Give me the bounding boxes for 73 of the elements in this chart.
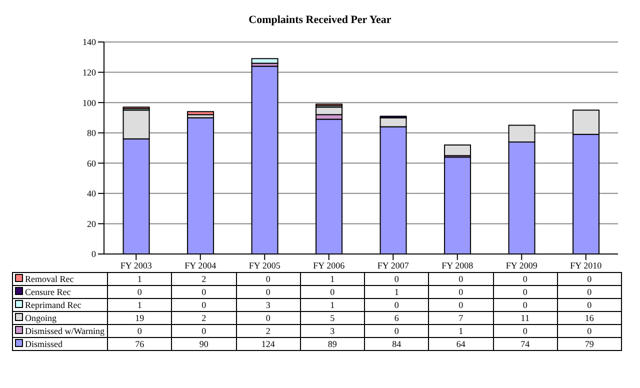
y-tick-label: 100 (82, 98, 96, 108)
data-label: 0 (236, 272, 300, 286)
data-label: 1 (364, 286, 429, 298)
legend-label: Removal Rec (12, 272, 108, 286)
data-label: 0 (428, 272, 493, 286)
chart-title: Complaints Received Per Year (248, 13, 392, 28)
data-label: 0 (364, 272, 429, 286)
y-tick-label: 140 (82, 37, 96, 48)
y-tick-label: 60 (87, 158, 96, 168)
x-tick-label: FY 2005 (248, 260, 281, 270)
legend-label: Dismissed (12, 338, 108, 350)
data-label: 74 (493, 338, 558, 350)
x-tick-label: FY 2004 (184, 260, 217, 270)
data-label: 0 (236, 286, 300, 298)
data-label: 0 (557, 324, 622, 338)
data-label: 0 (493, 286, 558, 298)
y-tick-label: 40 (87, 188, 96, 199)
legend-label: Dismissed w/Warning (12, 324, 108, 338)
data-label: 6 (364, 312, 429, 324)
legend-label: Reprimand Rec (12, 298, 108, 312)
data-label: 0 (493, 298, 558, 312)
y-tick-label: 20 (87, 218, 96, 229)
data-label: 64 (428, 338, 493, 350)
data-label: 3 (300, 324, 364, 338)
data-label: 2 (172, 312, 236, 324)
y-tick-label: 120 (82, 67, 96, 78)
y-tick-label: 0 (92, 249, 96, 260)
data-label: 3 (236, 298, 300, 312)
data-label: 0 (364, 324, 429, 338)
data-label: 19 (108, 312, 172, 324)
data-label: 2 (172, 272, 236, 286)
x-tick-label: FY 2003 (120, 260, 152, 270)
data-label: 90 (172, 338, 236, 350)
data-label: 2 (236, 324, 300, 338)
data-label: 5 (300, 312, 364, 324)
data-label: 0 (493, 324, 558, 338)
data-label: 1 (428, 324, 493, 338)
data-label: 11 (493, 312, 558, 324)
data-label: 0 (108, 324, 172, 338)
x-tick-label: FY 2008 (442, 260, 474, 270)
data-label: 76 (108, 338, 172, 350)
x-tick-label: FY 2009 (506, 260, 538, 270)
data-label: 124 (236, 338, 300, 350)
data-label: 0 (493, 272, 558, 286)
data-label: 0 (108, 286, 172, 298)
data-label: 89 (300, 338, 364, 350)
y-tick-label: 80 (87, 128, 96, 138)
data-label: 1 (108, 298, 172, 312)
data-label: 16 (557, 312, 622, 324)
data-label: 0 (300, 286, 364, 298)
x-tick-label: FY 2010 (570, 260, 602, 270)
legend-label: Censure Rec (12, 286, 108, 298)
data-label: 0 (428, 298, 493, 312)
data-label: 84 (364, 338, 429, 350)
data-label: 1 (108, 272, 172, 286)
x-tick-label: FY 2006 (313, 260, 346, 270)
data-label: 0 (172, 286, 236, 298)
data-label: 0 (172, 298, 236, 312)
data-label: 0 (172, 324, 236, 338)
data-label: 0 (364, 298, 429, 312)
bar (251, 58, 278, 64)
data-label: 1 (300, 272, 364, 286)
data-label: 0 (236, 312, 300, 324)
data-label: 0 (557, 298, 622, 312)
data-label: 79 (557, 338, 622, 350)
legend-label: Ongoing (12, 312, 108, 324)
data-label: 0 (557, 272, 622, 286)
bar (187, 111, 214, 116)
data-label: 1 (300, 298, 364, 312)
data-label: 0 (428, 286, 493, 298)
x-tick-label: FY 2007 (377, 260, 410, 270)
data-label: 7 (428, 312, 493, 324)
data-label: 0 (557, 286, 622, 298)
